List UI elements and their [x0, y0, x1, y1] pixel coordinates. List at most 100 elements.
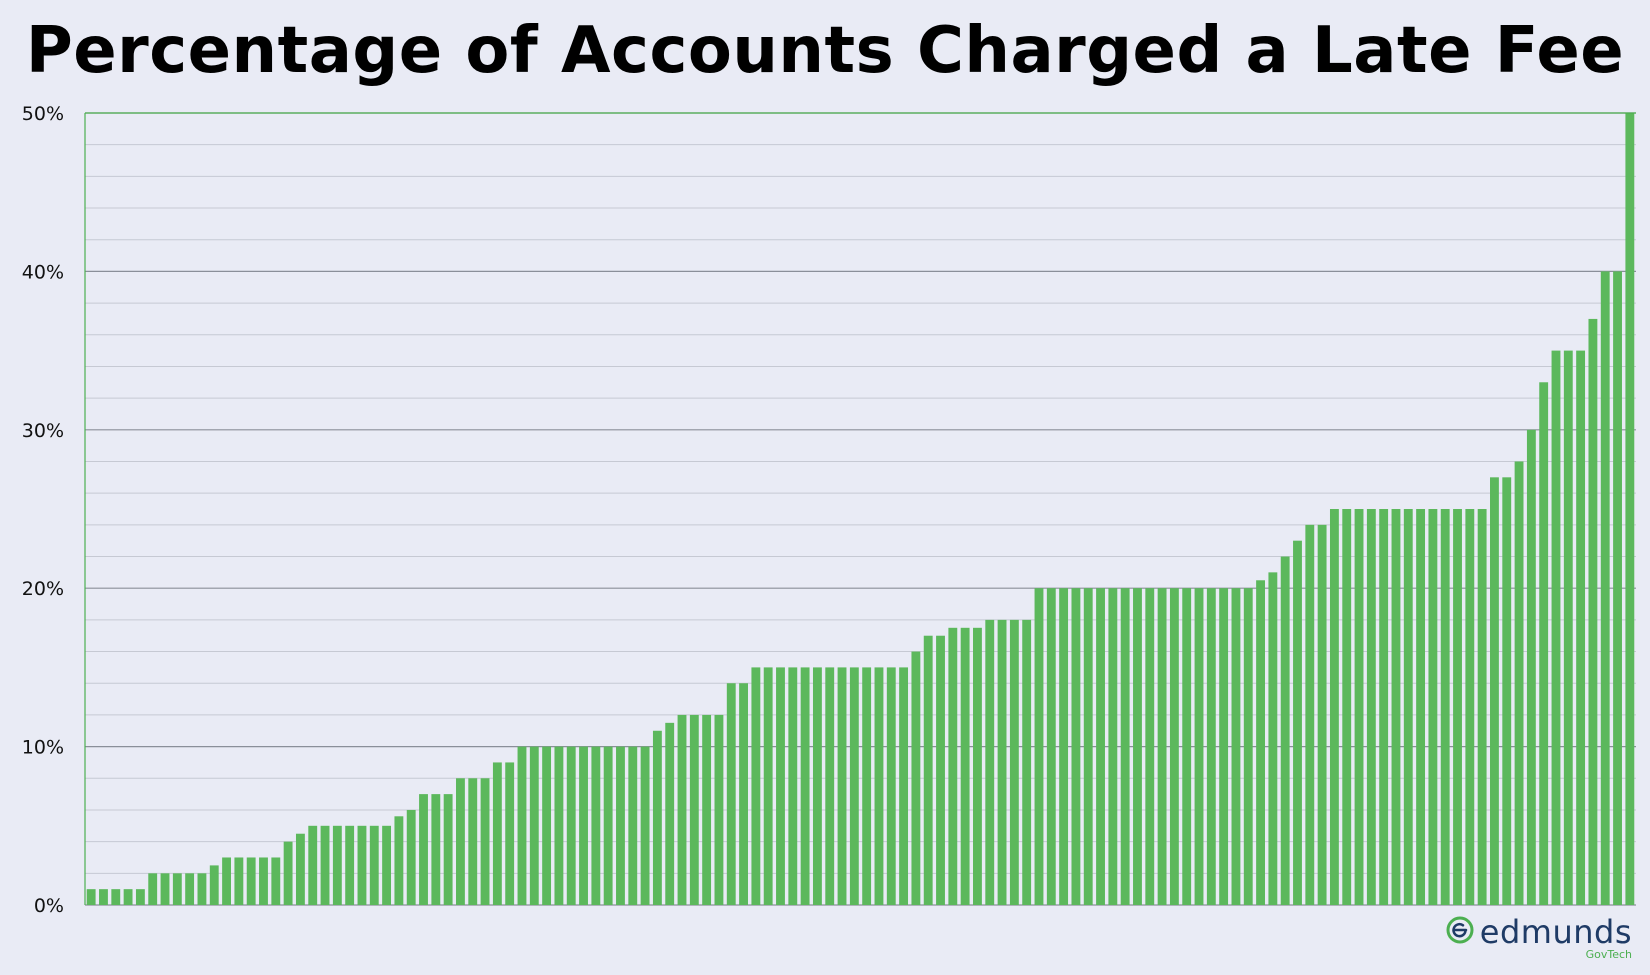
bar — [1416, 509, 1426, 905]
bar — [197, 873, 207, 905]
bar — [1157, 588, 1167, 905]
bar — [1563, 350, 1573, 906]
bar — [1219, 588, 1229, 905]
bar — [1428, 509, 1438, 905]
bar — [308, 825, 318, 905]
bar — [234, 857, 244, 905]
bar — [160, 873, 170, 905]
bar — [1071, 588, 1081, 905]
bar — [1317, 524, 1327, 905]
bar — [714, 714, 724, 905]
bar — [1342, 509, 1352, 905]
bar — [123, 889, 133, 905]
bar — [1514, 461, 1524, 905]
bar — [1440, 509, 1450, 905]
bar — [874, 667, 884, 905]
bar — [1194, 588, 1204, 905]
bar — [1108, 588, 1118, 905]
bar — [283, 841, 293, 905]
bar — [1059, 588, 1069, 905]
bar — [1625, 113, 1635, 905]
y-tick-label: 20% — [22, 578, 64, 600]
bar — [689, 714, 699, 905]
bar — [406, 809, 416, 905]
brand-name: edmunds — [1479, 913, 1632, 951]
bar — [394, 816, 404, 905]
bar — [1009, 619, 1019, 905]
bar — [788, 667, 798, 905]
bar — [825, 667, 835, 905]
bar — [1083, 588, 1093, 905]
bar — [862, 667, 872, 905]
y-tick-label: 30% — [22, 420, 64, 442]
bar — [1539, 382, 1549, 905]
bar — [1120, 588, 1130, 905]
bar — [652, 730, 662, 905]
bar — [135, 889, 145, 905]
bar — [320, 825, 330, 905]
bar — [566, 746, 576, 905]
bar — [1613, 271, 1622, 905]
bar — [1145, 588, 1155, 905]
brand-text: edmunds GovTech — [1480, 916, 1632, 960]
bar — [443, 794, 453, 905]
bar — [1477, 509, 1487, 905]
bar — [960, 627, 970, 905]
bar — [554, 746, 564, 905]
bar — [1576, 350, 1586, 906]
bar — [997, 619, 1007, 905]
bar — [763, 667, 773, 905]
bar — [332, 825, 342, 905]
grid-lines — [85, 112, 1636, 906]
bar — [505, 762, 515, 905]
bar — [529, 746, 539, 905]
bar — [1305, 524, 1315, 905]
bar — [1329, 509, 1339, 905]
bar — [1526, 429, 1536, 905]
bar — [1293, 540, 1302, 905]
bar — [849, 667, 859, 905]
bar — [111, 889, 121, 905]
bar — [1600, 271, 1610, 905]
bar — [1453, 509, 1462, 905]
bar — [172, 873, 182, 905]
bar — [148, 873, 158, 905]
bar — [246, 857, 256, 905]
bar — [185, 873, 195, 905]
bar — [345, 825, 355, 905]
bar — [1231, 588, 1241, 905]
bar — [209, 865, 219, 905]
bar — [751, 667, 761, 905]
bar — [517, 746, 527, 905]
bar — [640, 746, 650, 905]
bar — [295, 833, 305, 905]
bar — [726, 683, 736, 905]
bar — [542, 746, 552, 905]
bar — [1502, 477, 1512, 905]
bar — [1391, 509, 1401, 905]
bar — [480, 778, 490, 905]
bar — [837, 667, 847, 905]
bar — [948, 627, 958, 905]
y-tick-label: 50% — [22, 103, 64, 125]
bar — [1588, 318, 1598, 905]
bar — [259, 857, 268, 905]
bar — [1366, 509, 1376, 905]
y-tick-label: 10% — [22, 737, 64, 759]
bar — [357, 825, 367, 905]
edmunds-logo-icon — [1446, 916, 1474, 944]
bar — [1354, 509, 1364, 905]
bar — [1403, 509, 1413, 905]
bar — [1182, 588, 1192, 905]
bar — [419, 794, 428, 905]
bar — [702, 714, 712, 905]
bar — [936, 635, 945, 905]
bar — [369, 825, 379, 905]
bar — [99, 889, 108, 905]
y-tick-labels: 0% 10% 20% 30% 40% 50% — [22, 103, 64, 917]
bar — [591, 746, 601, 905]
bar — [776, 667, 785, 905]
bar — [579, 746, 588, 905]
bar — [973, 627, 982, 905]
